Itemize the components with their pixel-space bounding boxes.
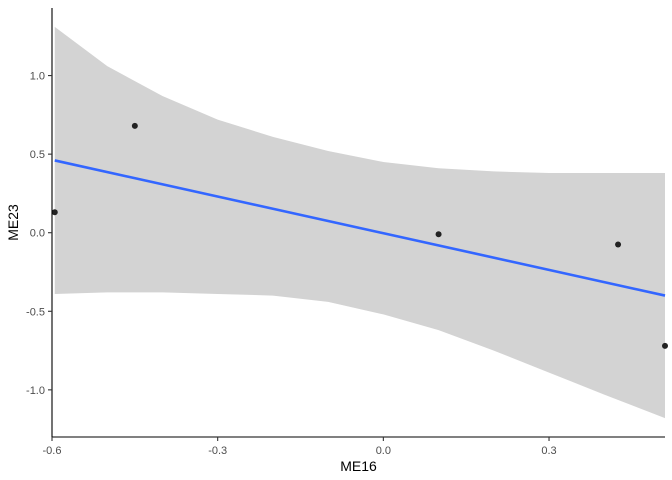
y-axis-ticks: -1.0 -0.5 0.0 0.5 1.0 — [26, 71, 52, 397]
regression-line — [54, 159, 666, 297]
y-tick-label: 0.5 — [30, 149, 45, 161]
y-tick-label: 1.0 — [30, 71, 45, 83]
data-point-5 — [662, 342, 668, 349]
x-tick-label: 0.3 — [541, 445, 556, 457]
data-point-2 — [131, 122, 138, 129]
y-tick-label: -0.5 — [26, 306, 45, 318]
data-point-1 — [51, 209, 58, 216]
confidence-band-layer — [54, 26, 665, 419]
x-axis-ticks: -0.6 -0.3 0.0 0.3 — [43, 437, 557, 457]
y-axis-title: ME23 — [5, 204, 21, 241]
x-tick-label: -0.6 — [43, 445, 62, 457]
fit-line-layer — [54, 159, 666, 297]
x-axis-title: ME16 — [340, 458, 377, 474]
points-layer — [51, 122, 668, 349]
x-tick-label: 0.0 — [376, 445, 391, 457]
y-tick-label: -1.0 — [26, 385, 45, 397]
data-point-3 — [435, 231, 442, 238]
data-point-4 — [615, 241, 622, 248]
y-tick-label: 0.0 — [30, 228, 45, 240]
confidence-band — [54, 26, 665, 419]
x-tick-label: -0.3 — [208, 445, 227, 457]
